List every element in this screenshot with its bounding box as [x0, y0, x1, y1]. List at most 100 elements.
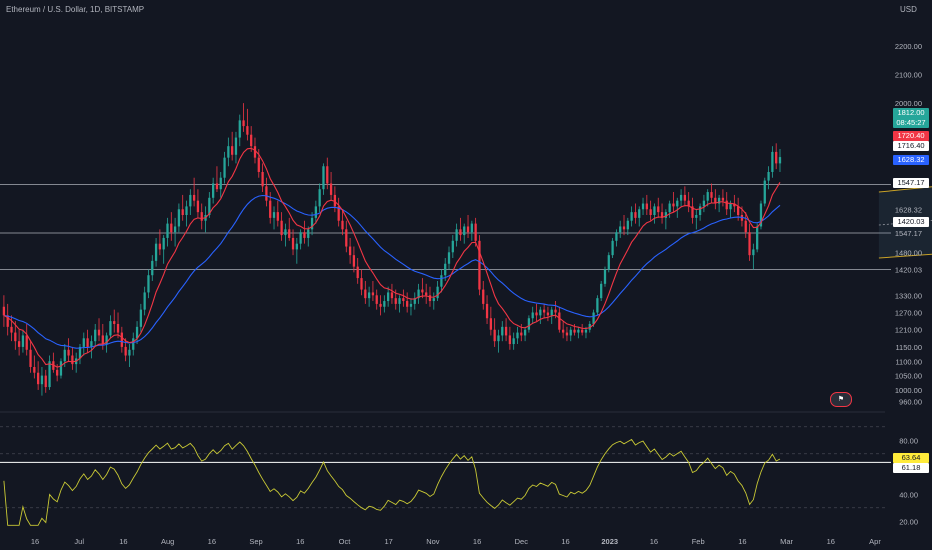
- candle-body: [447, 252, 451, 264]
- candle-body: [562, 329, 565, 333]
- candle-body: [375, 295, 378, 304]
- candle-body: [56, 369, 59, 376]
- candle-body: [44, 375, 47, 388]
- candle-body: [37, 372, 40, 385]
- candle-body: [512, 338, 515, 345]
- candle-body: [189, 194, 192, 207]
- candle-body: [33, 366, 36, 373]
- time-tick-label: 16: [296, 537, 304, 546]
- candle-body: [360, 278, 363, 290]
- candle-body: [539, 309, 542, 316]
- candle-body: [143, 292, 146, 310]
- candle-body: [542, 309, 546, 313]
- candle-body: [371, 292, 375, 296]
- events-flag-icon[interactable]: ⚑: [830, 392, 852, 407]
- candle-body: [158, 243, 162, 250]
- candle-body: [170, 223, 173, 233]
- candle-body: [668, 203, 671, 213]
- time-tick-label: Jul: [74, 537, 84, 546]
- candle-body: [417, 289, 420, 299]
- time-tick-label: Mar: [780, 537, 793, 546]
- rsi-pane: 80.00 40.00 20.00: [0, 426, 918, 526]
- candle-body: [679, 194, 683, 201]
- candle-body: [253, 146, 257, 158]
- candle-body: [733, 203, 736, 207]
- candle-body: [299, 232, 302, 244]
- candle-body: [63, 349, 66, 362]
- candle-body: [771, 151, 774, 172]
- rsi-value-tag: 63.64: [893, 453, 929, 463]
- candle-body: [367, 292, 371, 299]
- time-tick-label: 16: [31, 537, 39, 546]
- candle-body: [504, 326, 508, 336]
- candle-body: [227, 146, 230, 158]
- time-tick-label: 16: [738, 537, 746, 546]
- candle-body: [664, 212, 667, 218]
- candle-body: [356, 266, 359, 279]
- candle-body: [310, 217, 314, 230]
- candle-body: [105, 335, 108, 345]
- candle-body: [200, 212, 203, 221]
- candle-body: [322, 166, 325, 190]
- candle-body: [223, 157, 226, 178]
- candle-body: [97, 329, 101, 336]
- candle-body: [767, 171, 770, 181]
- candle-body: [177, 209, 181, 227]
- time-tick-label: Dec: [515, 537, 529, 546]
- candle-body: [649, 209, 652, 215]
- candle-body: [21, 335, 25, 347]
- price-tick-label: 1270.00: [895, 309, 922, 318]
- candle-body: [6, 315, 9, 327]
- symbol-title[interactable]: Ethereum / U.S. Dollar, 1D, BITSTAMP: [6, 5, 145, 14]
- level-3-price-tag: 1420.03: [893, 217, 929, 227]
- candle-body: [493, 329, 496, 342]
- candle-body: [280, 220, 283, 236]
- candle-body: [101, 335, 104, 345]
- candle-body: [565, 332, 569, 336]
- candle-body: [234, 137, 238, 155]
- candle-body: [166, 223, 169, 238]
- candle-body: [702, 200, 706, 207]
- fast-ma-price-tag: 1720.40: [893, 131, 929, 141]
- candle-body: [86, 338, 89, 347]
- candle-body: [596, 298, 599, 313]
- candle-body: [71, 355, 74, 365]
- candle-body: [151, 260, 154, 276]
- time-tick-label: Nov: [426, 537, 440, 546]
- candle-body: [546, 312, 550, 316]
- candle-body: [162, 237, 165, 250]
- candle-body: [295, 243, 298, 250]
- time-tick-label: Aug: [161, 537, 174, 546]
- candle-body: [413, 298, 416, 304]
- candle-body: [284, 229, 287, 236]
- candle-body: [307, 229, 310, 238]
- candle-body: [630, 212, 633, 221]
- candle-body: [520, 332, 523, 336]
- candle-body: [489, 318, 492, 330]
- bar-countdown: 08:45:27: [896, 118, 926, 127]
- candle-body: [588, 323, 591, 330]
- candle-body: [428, 295, 432, 302]
- candle-body: [337, 206, 340, 221]
- rsi-tick-label: 80.00: [899, 436, 918, 445]
- candle-body: [94, 329, 97, 342]
- candle-body: [657, 206, 660, 213]
- candle-body: [291, 237, 295, 250]
- candle-body: [436, 286, 439, 299]
- candle-body: [501, 326, 504, 336]
- candle-body: [744, 220, 747, 233]
- currency-label[interactable]: USD: [900, 5, 917, 14]
- candle-body: [432, 298, 435, 302]
- candle-body: [2, 306, 6, 316]
- candle-body: [90, 341, 93, 347]
- candle-body: [569, 329, 572, 336]
- price-tick-label: 1330.00: [895, 291, 922, 300]
- candle-body: [303, 232, 306, 238]
- candle-body: [634, 212, 637, 218]
- time-axis[interactable]: 16 Jul 16 Aug 16 Sep 16 Oct 17 Nov 16 Dec 16 2023 16 Fe…: [31, 537, 882, 546]
- candle-body: [474, 223, 477, 241]
- candle-body: [326, 166, 329, 184]
- candle-body: [276, 212, 279, 221]
- candle-body: [333, 194, 337, 207]
